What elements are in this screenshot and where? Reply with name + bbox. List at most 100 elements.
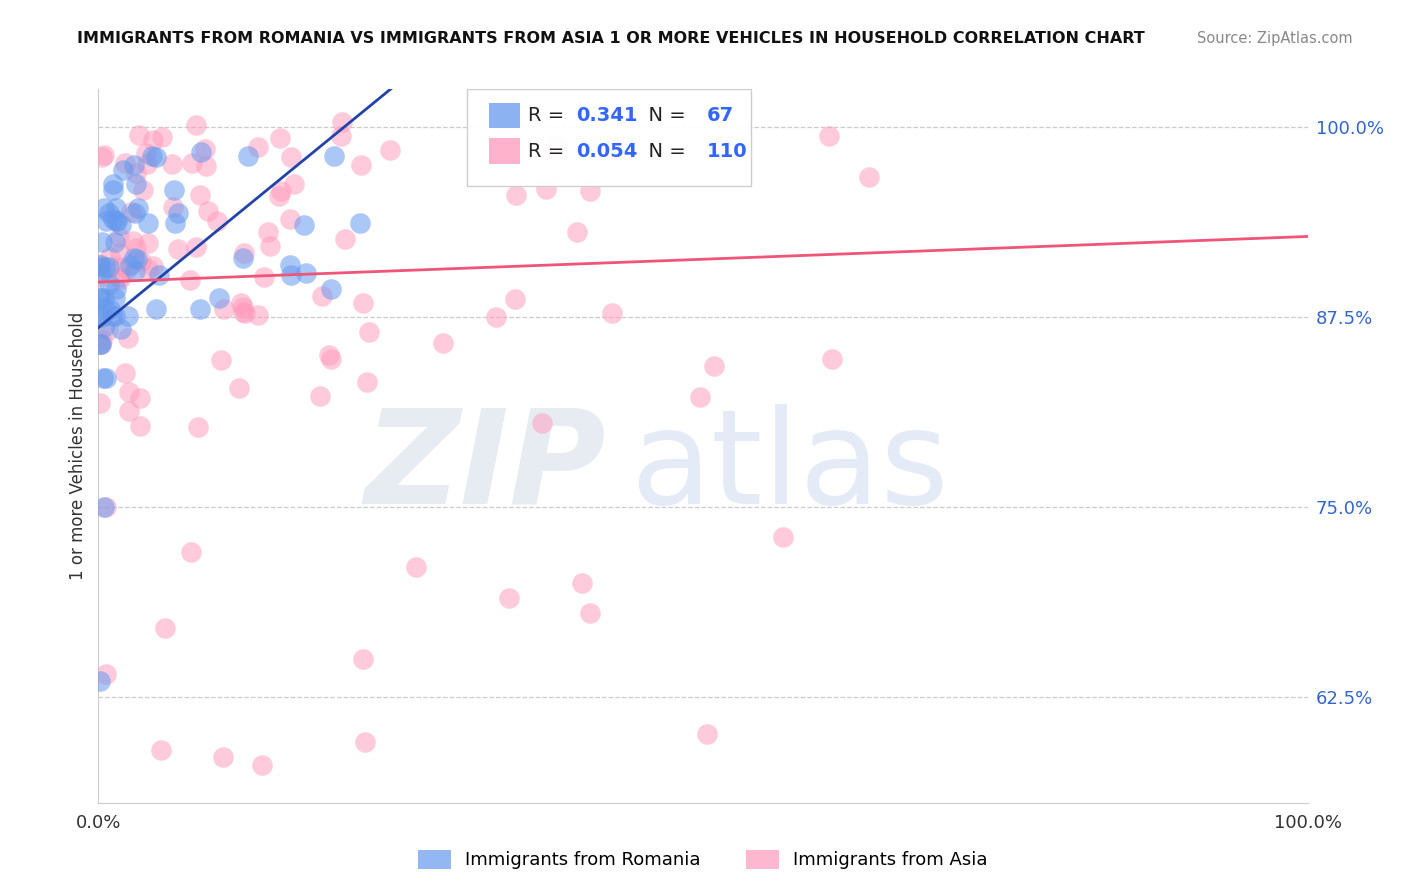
- Point: [295, 266, 318, 280]
- Point: [90, 266, 112, 280]
- Point: [118, 385, 141, 400]
- Point: [136, 157, 159, 171]
- Point: [136, 262, 159, 277]
- Point: [89, 270, 111, 285]
- Point: [129, 419, 152, 434]
- Point: [579, 606, 602, 620]
- Text: 0.341: 0.341: [576, 106, 637, 125]
- Point: [110, 322, 132, 336]
- Point: [180, 156, 202, 170]
- Point: [117, 403, 139, 417]
- Point: [103, 212, 125, 227]
- Point: [330, 128, 353, 143]
- Point: [93, 148, 115, 162]
- Point: [145, 301, 167, 316]
- Text: N =: N =: [637, 106, 693, 125]
- Point: [124, 158, 146, 172]
- Point: [91, 235, 114, 250]
- Point: [232, 251, 254, 265]
- Point: [148, 268, 170, 282]
- Point: [129, 391, 152, 405]
- Point: [321, 351, 343, 366]
- Legend: Immigrants from Romania, Immigrants from Asia: Immigrants from Romania, Immigrants from…: [409, 841, 997, 879]
- Point: [772, 530, 794, 544]
- Point: [91, 333, 114, 347]
- Point: [162, 183, 184, 197]
- Point: [104, 281, 127, 295]
- Point: [228, 381, 250, 395]
- Point: [209, 353, 232, 368]
- Point: [125, 178, 148, 192]
- Point: [128, 128, 150, 142]
- Point: [136, 236, 159, 251]
- Point: [91, 150, 114, 164]
- Point: [356, 376, 378, 390]
- Point: [125, 166, 148, 180]
- Text: 67: 67: [707, 106, 734, 125]
- Point: [696, 727, 718, 741]
- Point: [259, 239, 281, 253]
- Point: [252, 269, 274, 284]
- Point: [142, 259, 165, 273]
- FancyBboxPatch shape: [489, 138, 520, 164]
- Point: [160, 156, 183, 170]
- Point: [89, 396, 111, 410]
- Point: [90, 336, 112, 351]
- Point: [141, 149, 163, 163]
- Point: [127, 201, 149, 215]
- Point: [308, 388, 330, 402]
- Point: [180, 545, 202, 559]
- Point: [132, 183, 155, 197]
- Point: [821, 351, 844, 366]
- Point: [354, 735, 377, 749]
- Text: Source: ZipAtlas.com: Source: ZipAtlas.com: [1197, 31, 1353, 46]
- Point: [546, 138, 568, 153]
- Point: [89, 260, 111, 274]
- Point: [236, 149, 259, 163]
- Point: [94, 301, 117, 315]
- Point: [292, 218, 315, 232]
- Point: [89, 291, 111, 305]
- Point: [110, 260, 132, 274]
- Point: [208, 291, 231, 305]
- Point: [122, 234, 145, 248]
- Point: [534, 181, 557, 195]
- Point: [98, 302, 121, 317]
- Point: [150, 742, 173, 756]
- Point: [349, 216, 371, 230]
- Point: [498, 591, 520, 605]
- Point: [110, 272, 132, 286]
- Text: IMMIGRANTS FROM ROMANIA VS IMMIGRANTS FROM ASIA 1 OR MORE VEHICLES IN HOUSEHOLD : IMMIGRANTS FROM ROMANIA VS IMMIGRANTS FR…: [77, 31, 1144, 46]
- Point: [105, 213, 128, 227]
- FancyBboxPatch shape: [467, 89, 751, 186]
- Point: [211, 750, 233, 764]
- Point: [153, 621, 176, 635]
- Point: [267, 189, 290, 203]
- Point: [97, 206, 120, 220]
- Point: [579, 184, 602, 198]
- Point: [135, 145, 157, 160]
- Point: [352, 651, 374, 665]
- Point: [278, 258, 301, 272]
- Point: [90, 309, 112, 323]
- Point: [93, 371, 115, 385]
- Point: [93, 320, 115, 334]
- Point: [104, 235, 127, 250]
- Point: [120, 258, 142, 272]
- Point: [485, 310, 508, 325]
- Point: [105, 201, 128, 215]
- Point: [120, 205, 142, 219]
- Point: [101, 309, 124, 323]
- Point: [380, 143, 402, 157]
- Point: [90, 310, 112, 324]
- Point: [166, 206, 188, 220]
- Point: [188, 301, 211, 316]
- Point: [104, 309, 127, 323]
- Point: [187, 420, 209, 434]
- Point: [166, 242, 188, 256]
- Point: [104, 292, 127, 306]
- Point: [318, 348, 340, 362]
- Text: N =: N =: [637, 142, 693, 161]
- Point: [270, 185, 292, 199]
- Point: [142, 132, 165, 146]
